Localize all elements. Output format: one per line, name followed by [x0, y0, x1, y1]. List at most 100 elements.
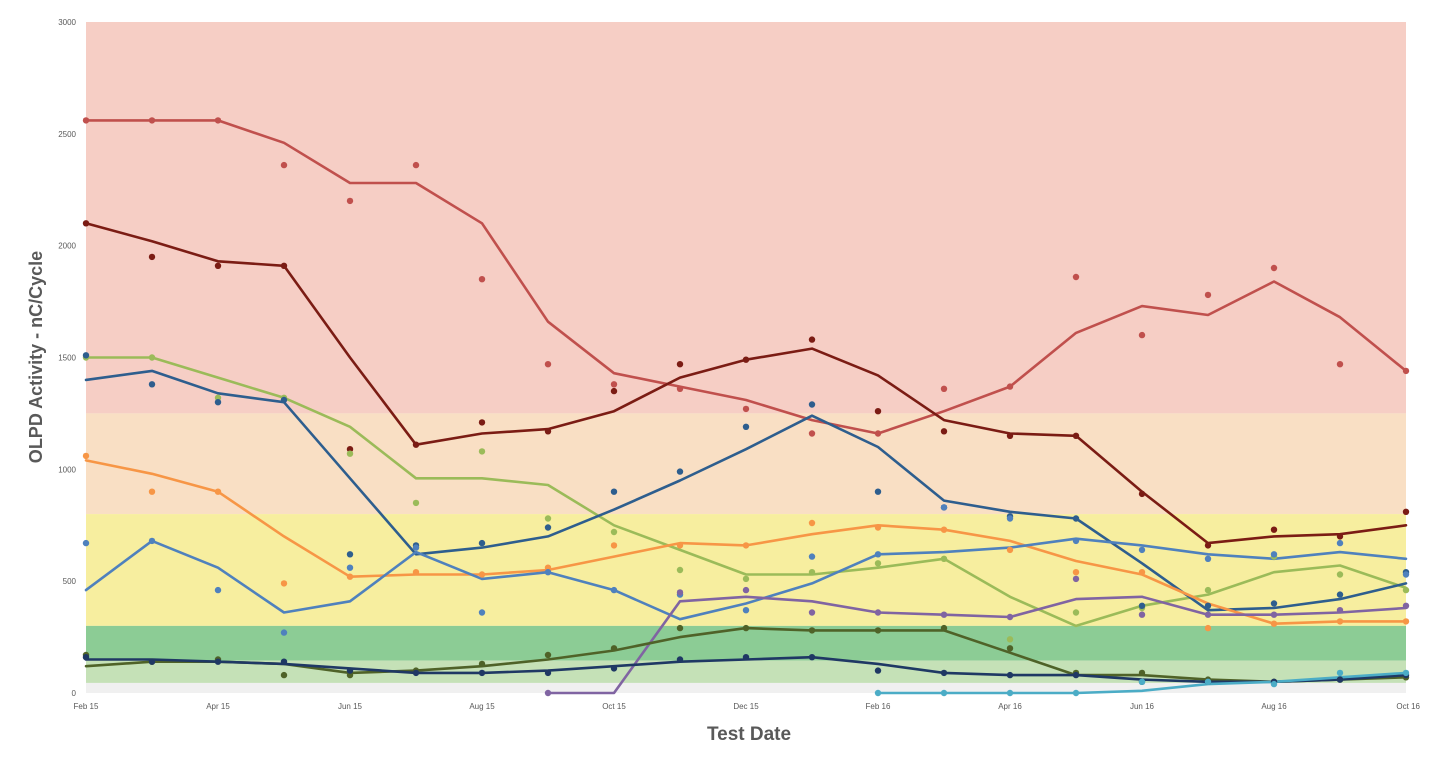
- x-tick-label: Apr 15: [206, 702, 230, 711]
- x-tick-label: Jun 16: [1130, 702, 1155, 711]
- series-4-point: [1072, 569, 1080, 576]
- series-0-point: [676, 385, 684, 392]
- series-1-point: [412, 441, 420, 448]
- series-0-point: [1336, 361, 1344, 368]
- series-0-point: [1006, 383, 1014, 390]
- series-4-point: [346, 573, 354, 580]
- series-5-line: [84, 537, 1408, 621]
- x-tick-label: Jun 15: [338, 702, 363, 711]
- series-6-point: [1006, 613, 1014, 621]
- series-2-point: [874, 560, 882, 567]
- y-axis: 0 500 1000 1500 2000 2500 3000: [58, 18, 76, 698]
- x-axis-title: Test Date: [707, 724, 791, 745]
- series-0-line: [84, 119, 1408, 435]
- series-9-point: [874, 689, 882, 697]
- x-tick-label: Oct 16: [1396, 702, 1420, 711]
- series-9-point: [1138, 678, 1146, 685]
- series-8-point: [478, 669, 486, 677]
- y-tick-label: 500: [63, 577, 77, 586]
- series-3-point: [676, 468, 684, 475]
- data-points: [82, 117, 1410, 697]
- series-5-point: [1204, 555, 1212, 562]
- series-1-point: [940, 428, 948, 435]
- series-6-point: [1402, 602, 1410, 609]
- series-1-point: [214, 262, 222, 269]
- series-2-point: [610, 528, 618, 536]
- series-9-point: [1204, 678, 1212, 685]
- series-2-point: [1204, 586, 1212, 594]
- series-9-point: [1336, 669, 1344, 677]
- series-0-point: [1138, 331, 1146, 339]
- series-6-point: [1336, 607, 1344, 614]
- series-8-point: [742, 654, 750, 661]
- series-7-point: [676, 624, 684, 632]
- series-4-point: [1138, 569, 1146, 576]
- series-1-point: [610, 387, 618, 395]
- series-0-point: [1072, 273, 1080, 281]
- series-6-point: [808, 609, 816, 616]
- series-7-point: [1138, 669, 1146, 677]
- series-5-point: [478, 609, 486, 616]
- series-8-point: [82, 654, 90, 661]
- series-4-point: [412, 569, 420, 576]
- series-2-point: [346, 450, 354, 457]
- series-8-point: [412, 669, 420, 677]
- series-5-point: [1006, 515, 1014, 522]
- series-4-point: [940, 526, 948, 533]
- series-5-point: [808, 553, 816, 560]
- series-4-point: [874, 524, 882, 531]
- series-9-point: [1006, 689, 1014, 697]
- series-4-point: [742, 542, 750, 549]
- series-5-point: [346, 564, 354, 571]
- series-4-point: [1336, 618, 1344, 625]
- series-6-point: [1138, 611, 1146, 618]
- series-9-line: [876, 671, 1408, 695]
- series-0-point: [874, 430, 882, 437]
- series-3-point: [346, 551, 354, 558]
- series-4-point: [148, 488, 156, 495]
- series-2-point: [676, 566, 684, 574]
- series-1-point: [148, 253, 156, 261]
- series-2-point: [544, 515, 552, 522]
- series-5-point: [1336, 539, 1344, 547]
- series-5-point: [1072, 537, 1080, 545]
- series-1-point: [1204, 542, 1212, 549]
- x-tick-label: Dec 15: [733, 702, 759, 711]
- y-tick-label: 1500: [58, 354, 76, 363]
- band-5: [86, 682, 1406, 693]
- series-8-point: [544, 669, 552, 677]
- series-7-point: [544, 651, 552, 659]
- band-1: [86, 413, 1406, 515]
- series-4-point: [544, 564, 552, 571]
- series-0-point: [610, 381, 618, 388]
- series-2-point: [940, 555, 948, 562]
- series-4-point: [280, 580, 288, 587]
- series-0-point: [214, 117, 222, 124]
- series-3-point: [478, 539, 486, 547]
- series-2-line: [84, 356, 1408, 628]
- series-7-point: [280, 671, 288, 679]
- series-0-point: [1204, 291, 1212, 299]
- series-0-point: [1270, 264, 1278, 272]
- series-3-point: [544, 524, 552, 531]
- series-3-point: [1072, 515, 1080, 522]
- series-8-point: [346, 667, 354, 674]
- series-5-point: [148, 537, 156, 545]
- series-5-point: [280, 629, 288, 636]
- series-2-point: [214, 394, 222, 401]
- series-3-point: [214, 399, 222, 406]
- series-3-point: [280, 396, 288, 404]
- series-3-point: [1336, 591, 1344, 598]
- series-4-point: [676, 542, 684, 549]
- series-9-point: [940, 689, 948, 697]
- series-7-point: [940, 624, 948, 632]
- series-1-point: [874, 408, 882, 415]
- y-axis-title: OLPD Activity - nC/Cycle: [26, 251, 46, 463]
- series-5-point: [544, 569, 552, 576]
- series-3-point: [1138, 602, 1146, 609]
- series-2-point: [742, 575, 750, 583]
- y-tick-label: 2000: [58, 242, 76, 251]
- series-5-point: [214, 586, 222, 594]
- series-6-point: [742, 586, 750, 594]
